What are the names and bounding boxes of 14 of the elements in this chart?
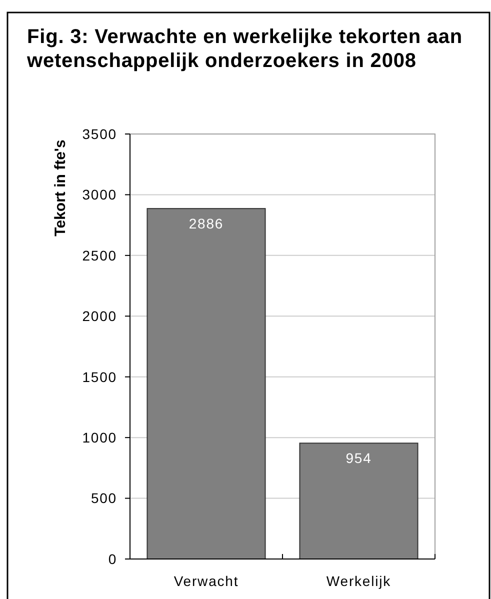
y-tick-label: 2000 bbox=[82, 308, 117, 324]
y-tick-label: 3000 bbox=[82, 186, 117, 203]
x-tick-label: Verwacht bbox=[174, 573, 239, 589]
x-tick-label: Werkelijk bbox=[326, 573, 392, 589]
y-tick-label: 0 bbox=[108, 550, 117, 567]
data-label: 2886 bbox=[188, 216, 224, 232]
data-label: 954 bbox=[346, 450, 372, 466]
y-axis-title: Tekort in fte's bbox=[52, 140, 69, 236]
y-tick-label: 1000 bbox=[82, 429, 117, 446]
y-tick-label: 2500 bbox=[82, 247, 117, 264]
y-tick-label: 500 bbox=[90, 490, 117, 506]
chart-title: Fig. 3: Verwachte en werkelijke tekorten aan wetenschappelijk onderzoekers in 2008 bbox=[26, 26, 463, 72]
y-tick-label: 1500 bbox=[82, 368, 117, 385]
y-tick-label: 3500 bbox=[82, 126, 117, 142]
